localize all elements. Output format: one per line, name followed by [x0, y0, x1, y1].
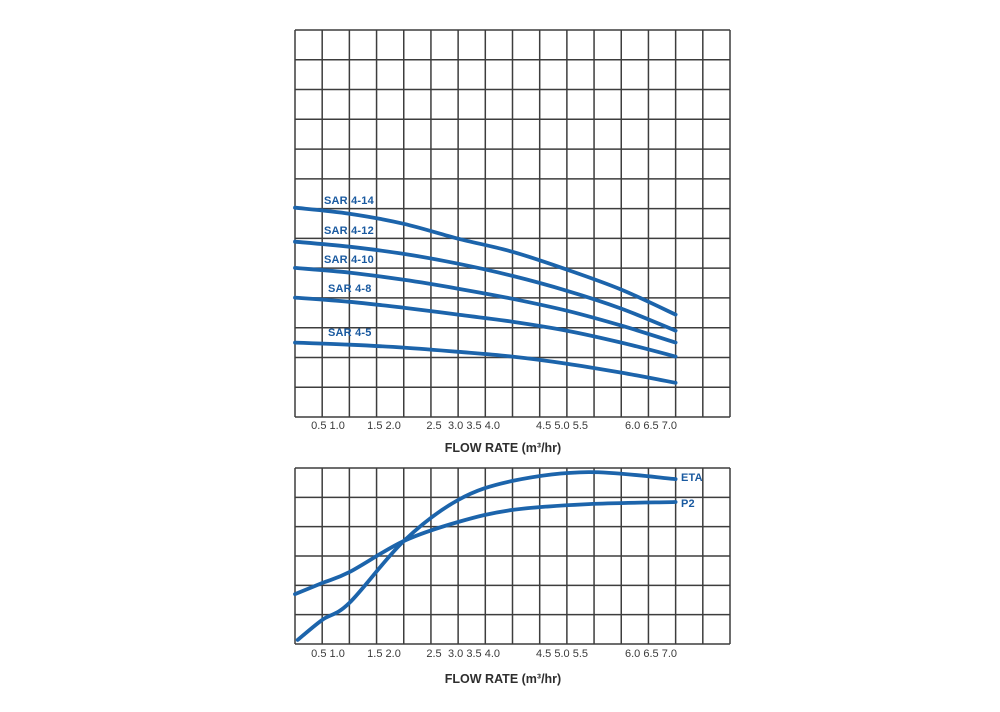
x-tick-label: 0.5 1.0 — [311, 648, 345, 660]
curve-label-sar-4-5: SAR 4-5 — [328, 327, 372, 339]
curve-sar-4-8 — [293, 295, 678, 359]
curve-sar-4-10 — [293, 266, 678, 345]
x-axis-title-top: FLOW RATE (m³/hr) — [444, 441, 562, 455]
x-tick-label: 1.5 2.0 — [367, 648, 401, 660]
x-tick-label: 6.0 6.5 7.0 — [625, 648, 677, 660]
x-axis-title-bottom: FLOW RATE (m³/hr) — [444, 672, 562, 686]
curve-label-sar-4-12: SAR 4-12 — [324, 225, 374, 237]
x-tick-label: 2.5 — [426, 420, 442, 432]
eta-p2-plot — [293, 467, 731, 645]
x-tick-label: 3.0 3.5 4.0 — [448, 420, 500, 432]
curve-label-p2: P2 — [681, 498, 695, 510]
curve-sar-4-5 — [293, 340, 678, 385]
curve-label-sar-4-10: SAR 4-10 — [324, 254, 374, 266]
x-tick-label: 6.0 6.5 7.0 — [625, 420, 677, 432]
curve-label-sar-4-14: SAR 4-14 — [324, 195, 374, 207]
x-tick-label: 1.5 2.0 — [367, 420, 401, 432]
curve-sar-4-12 — [293, 239, 678, 333]
x-tick-label: 0.5 1.0 — [311, 420, 345, 432]
curve-sar-4-14 — [293, 205, 678, 317]
x-tick-label: 4.5 5.0 5.5 — [536, 420, 588, 432]
x-tick-label: 4.5 5.0 5.5 — [536, 648, 588, 660]
head-curves-plot — [293, 29, 731, 418]
curve-label-eta: ETA — [681, 472, 703, 484]
x-tick-label: 3.0 3.5 4.0 — [448, 648, 500, 660]
curve-eta — [295, 470, 678, 642]
curve-label-sar-4-8: SAR 4-8 — [328, 283, 372, 295]
x-tick-label: 2.5 — [426, 648, 442, 660]
curve-p2 — [293, 500, 678, 596]
